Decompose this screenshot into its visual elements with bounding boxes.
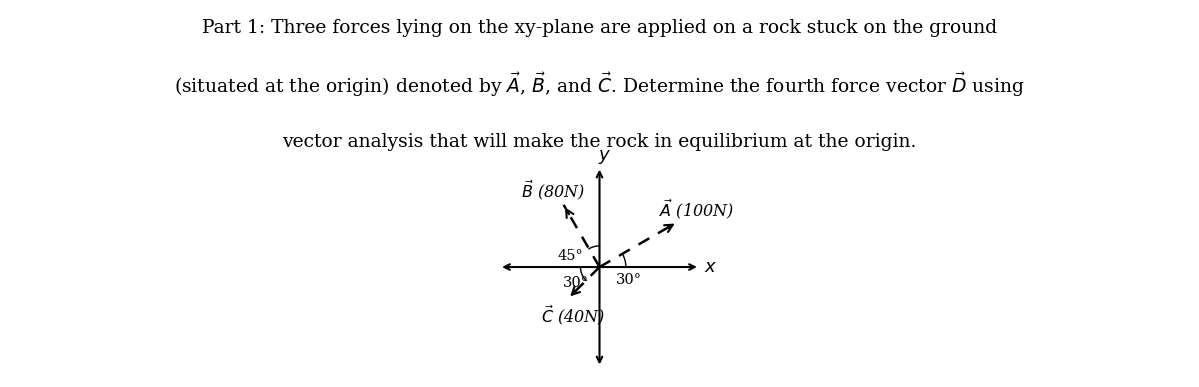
Text: 45°: 45° (558, 250, 583, 264)
Text: (situated at the origin) denoted by $\vec{A}$, $\vec{B}$, and $\vec{C}$. Determi: (situated at the origin) denoted by $\ve… (174, 71, 1025, 99)
Text: Part 1: Three forces lying on the xy-plane are applied on a rock stuck on the gr: Part 1: Three forces lying on the xy-pla… (201, 19, 998, 37)
Text: $y$: $y$ (598, 148, 611, 166)
Text: 30°: 30° (616, 273, 641, 287)
Text: 30°: 30° (564, 276, 589, 290)
Text: $x$: $x$ (704, 258, 717, 276)
Text: $\vec{B}$ (80N): $\vec{B}$ (80N) (520, 178, 585, 202)
Text: $\vec{A}$ (100N): $\vec{A}$ (100N) (658, 198, 734, 221)
Text: $\vec{C}$ (40N): $\vec{C}$ (40N) (541, 303, 605, 327)
Text: vector analysis that will make the rock in equilibrium at the origin.: vector analysis that will make the rock … (282, 134, 917, 151)
